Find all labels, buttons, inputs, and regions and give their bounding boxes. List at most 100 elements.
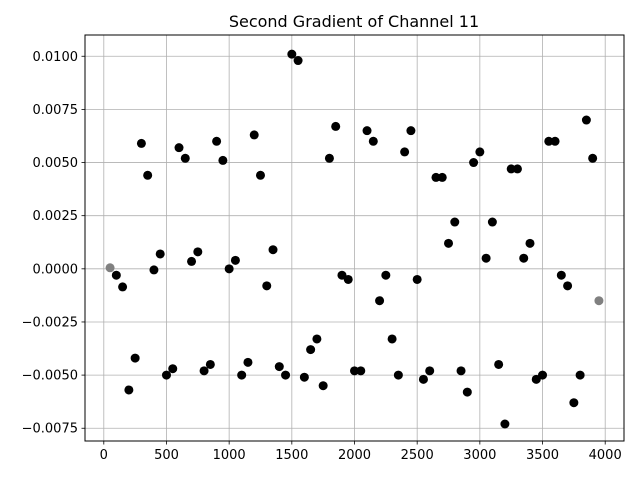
data-point — [111, 270, 121, 280]
y-tick-label: −0.0025 — [22, 315, 78, 330]
data-point — [525, 238, 535, 248]
data-point — [362, 126, 372, 136]
data-point — [299, 372, 309, 382]
chart-title: Second Gradient of Channel 11 — [229, 12, 479, 31]
data-point — [381, 270, 391, 280]
data-point — [519, 253, 529, 263]
data-point — [312, 334, 322, 344]
y-tick-label: 0.0075 — [33, 103, 79, 118]
data-point — [274, 362, 284, 372]
data-point — [494, 359, 504, 369]
data-point — [230, 255, 240, 265]
data-point — [161, 370, 171, 380]
data-point — [105, 263, 115, 273]
data-point — [268, 245, 278, 255]
data-point — [575, 370, 585, 380]
data-point — [205, 359, 215, 369]
data-point — [249, 130, 259, 140]
data-point — [155, 249, 165, 259]
data-point — [306, 345, 316, 355]
data-point — [412, 274, 422, 284]
data-point — [124, 385, 134, 395]
ticks-layer: 0 500 1000 1500 2000 2500 3000 3500 4000 −0.0075 −… — [22, 50, 622, 463]
x-tick-label: 3000 — [463, 448, 496, 463]
x-tick-label: 2500 — [401, 448, 434, 463]
data-point — [588, 153, 598, 163]
data-point — [569, 398, 579, 408]
data-point — [406, 126, 416, 136]
data-point — [462, 387, 472, 397]
data-point — [425, 366, 435, 376]
x-tick-label: 4000 — [589, 448, 622, 463]
points-layer — [105, 49, 604, 429]
data-point — [456, 366, 466, 376]
data-point — [487, 217, 497, 227]
x-tick-label: 2000 — [338, 448, 371, 463]
data-point — [450, 217, 460, 227]
data-point — [500, 419, 510, 429]
data-point — [512, 164, 522, 174]
data-point — [375, 296, 385, 306]
data-point — [350, 366, 359, 376]
data-point — [356, 366, 366, 376]
data-point — [324, 153, 334, 163]
data-point — [556, 270, 566, 280]
data-point — [400, 147, 410, 157]
data-point — [538, 370, 548, 380]
data-point — [180, 153, 190, 163]
data-point — [136, 138, 146, 148]
data-point — [318, 381, 328, 391]
data-point — [218, 155, 228, 165]
data-point — [262, 281, 272, 291]
data-point — [594, 296, 604, 306]
data-point — [281, 370, 291, 380]
data-point — [168, 364, 178, 374]
data-point — [506, 164, 516, 174]
data-point — [199, 366, 209, 376]
x-tick-label: 500 — [154, 448, 179, 463]
y-tick-label: 0.0000 — [33, 262, 79, 277]
data-point — [174, 143, 184, 153]
data-point — [255, 170, 265, 180]
data-point — [431, 172, 441, 182]
data-point — [481, 253, 491, 263]
data-point — [130, 353, 140, 363]
data-point — [287, 49, 297, 59]
data-point — [343, 274, 353, 284]
y-tick-label: 0.0100 — [33, 50, 79, 65]
data-point — [368, 136, 378, 146]
grid-layer — [85, 35, 624, 441]
data-point — [563, 281, 573, 291]
data-point — [293, 56, 303, 66]
y-tick-label: −0.0075 — [22, 422, 78, 437]
data-point — [444, 238, 454, 248]
data-point — [544, 136, 554, 146]
data-point — [118, 282, 128, 292]
x-tick-label: 1000 — [213, 448, 246, 463]
data-point — [331, 121, 341, 131]
x-tick-label: 3500 — [526, 448, 559, 463]
data-point — [143, 170, 153, 180]
y-tick-label: −0.0050 — [22, 369, 78, 384]
data-point — [149, 265, 159, 275]
data-point — [212, 136, 222, 146]
y-tick-label: 0.0050 — [33, 156, 79, 171]
data-point — [393, 370, 403, 380]
x-tick-label: 0 — [100, 448, 108, 463]
data-point — [581, 115, 591, 125]
data-point — [237, 370, 247, 380]
x-tick-label: 1500 — [275, 448, 308, 463]
data-point — [387, 334, 397, 344]
data-point — [469, 158, 479, 168]
data-point — [224, 264, 234, 274]
data-point — [437, 172, 447, 182]
data-point — [550, 136, 560, 146]
data-point — [418, 374, 428, 384]
data-point — [475, 147, 485, 157]
y-tick-label: 0.0025 — [33, 209, 79, 224]
data-point — [187, 256, 197, 266]
data-point — [243, 357, 253, 367]
